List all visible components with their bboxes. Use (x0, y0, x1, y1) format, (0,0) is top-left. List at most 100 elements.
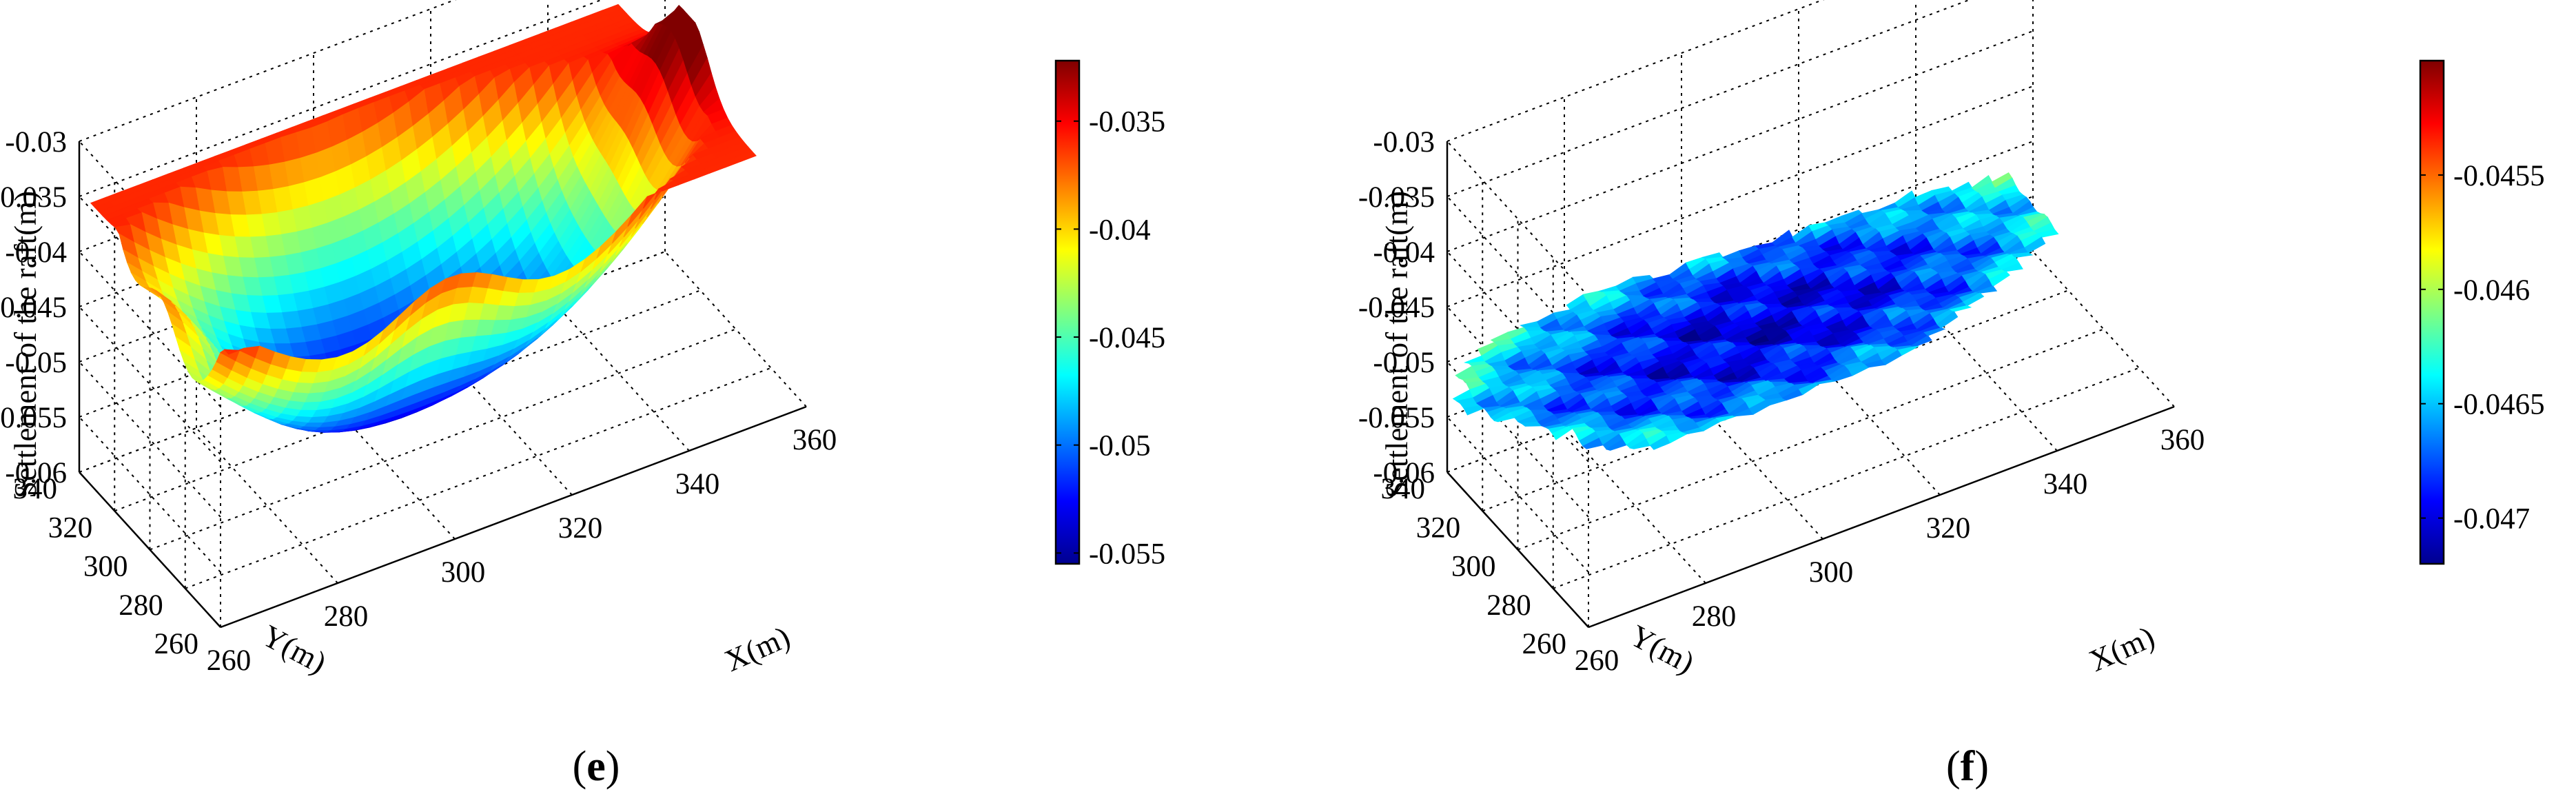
z-tick-label: -0.035 (1358, 181, 1435, 214)
colorbar-gradient (1054, 59, 1081, 565)
back-wall-grid-line (1447, 0, 1825, 142)
side-wall-grid-line (79, 416, 221, 573)
z-tick-label: -0.04 (1373, 236, 1435, 269)
surface-patch (1949, 305, 1972, 312)
x-tick-label: 280 (1692, 600, 1737, 633)
side-wall-grid-line (79, 306, 221, 463)
y-axis-line (79, 471, 221, 628)
side-wall-grid-line (1447, 416, 1589, 573)
z-tick-label: -0.06 (1373, 457, 1435, 489)
surface-patch (2001, 263, 2023, 272)
floor-grid-line (2032, 251, 2175, 407)
side-wall-grid-line (79, 361, 221, 518)
colorbar-tick-label: -0.04 (1089, 214, 1151, 246)
y-axis-line (1447, 471, 1589, 628)
surface-patch (2037, 229, 2059, 238)
panel-f-surface (1452, 172, 2059, 451)
panel-f-y-axis-label: Y(m) (1624, 618, 1700, 680)
panel-e-x-axis-label: X(m) (719, 620, 795, 678)
x-tick-label: 360 (793, 424, 837, 456)
colorbar-tick-label: -0.045 (1089, 322, 1165, 354)
panel-f-x-axis-label: X(m) (2084, 620, 2159, 678)
surface-patch (2024, 236, 2046, 254)
x-tick-label: 340 (2043, 468, 2088, 500)
colorbar-tick-label: -0.046 (2453, 274, 2530, 307)
panel-e-y-axis-label: Y(m) (256, 618, 332, 680)
back-wall-grid-line (79, 0, 603, 197)
panel-e-chart: -0.03 -0.035 -0.04 -0.045 -0.05 -0.055 -0.06 26… (0, 0, 1165, 790)
floor-grid-line (150, 328, 736, 551)
surface-patch (1923, 327, 1946, 336)
panel-f-chart: -0.03 -0.035 -0.04 -0.045 -0.05 -0.055 -0.06 26… (1358, 0, 2545, 790)
z-tick-label: -0.045 (0, 292, 67, 324)
z-tick-label: -0.055 (0, 402, 67, 434)
panel-e-z-axis-label: Settlement of the raft(m) (8, 191, 43, 498)
z-tick-label: -0.04 (5, 236, 67, 269)
surface-patch (735, 150, 757, 163)
panel-e-caption: (e) (573, 743, 620, 790)
floor-grid-line (1553, 367, 2140, 589)
floor-grid-line (547, 295, 690, 451)
panel-e-tick-labels: -0.03 -0.035 -0.04 -0.045 -0.05 -0.055 -0.06 26… (0, 126, 837, 677)
x-tick-label: 260 (1575, 644, 1619, 677)
y-tick-label: 320 (48, 511, 93, 544)
side-wall-grid-line (79, 196, 221, 352)
colorbar-tick-label: -0.035 (1089, 106, 1165, 139)
side-wall-grid-line (1447, 196, 1589, 352)
z-tick-label: -0.03 (5, 126, 67, 159)
x-tick-label: 280 (324, 600, 369, 633)
z-tick-label: -0.06 (5, 457, 67, 489)
panel-f-z-axis-label: Settlement of the raft(m) (1380, 191, 1414, 498)
colorbar-gradient (2419, 59, 2445, 565)
floor-grid-line (1517, 328, 2104, 551)
panel-f-tick-labels: -0.03 -0.035 -0.04 -0.045 -0.05 -0.055 -0.06 26… (1358, 126, 2205, 677)
y-tick-label: 340 (13, 473, 58, 505)
x-axis-line (1588, 405, 2175, 629)
x-tick-label: 320 (1926, 512, 1971, 545)
y-tick-label: 300 (83, 551, 128, 583)
back-wall-grid-line (79, 0, 457, 142)
y-tick-label: 280 (119, 589, 163, 622)
y-tick-label: 300 (1451, 551, 1496, 583)
surface-patch (1910, 335, 1932, 347)
z-tick-label: -0.035 (0, 181, 67, 214)
side-wall-grid-line (79, 251, 221, 407)
colorbar-tick-label: -0.055 (1089, 538, 1165, 570)
back-wall-grid-line (1447, 85, 2034, 307)
side-wall-grid-line (1447, 251, 1589, 407)
x-tick-label: 340 (675, 468, 720, 500)
floor-grid-line (1564, 427, 1706, 584)
y-tick-label: 260 (154, 628, 199, 660)
surface-patch (1974, 285, 1998, 294)
x-axis-line (220, 405, 807, 629)
back-wall-grid-line (1447, 0, 1971, 197)
surface-patch (1936, 311, 1959, 329)
surface-patch (1989, 270, 2010, 287)
y-tick-label: 280 (1486, 589, 1531, 622)
side-wall-grid-line (1447, 141, 1589, 297)
colorbar-tick-label: -0.0455 (2453, 160, 2545, 192)
z-tick-label: -0.05 (5, 347, 67, 379)
z-tick-label: -0.03 (1373, 126, 1435, 159)
side-wall-grid-line (1447, 306, 1589, 463)
panel-e-colorbar: -0.035 -0.04 -0.045 -0.05 -0.055 (1054, 59, 1165, 570)
x-tick-label: 260 (207, 644, 252, 677)
colorbar-tick-label: -0.047 (2453, 503, 2530, 536)
y-tick-label: 260 (1522, 628, 1567, 660)
z-tick-label: -0.05 (1373, 347, 1435, 379)
surface-patch (1963, 292, 1985, 307)
back-wall-grid-line (1447, 30, 2034, 252)
colorbar-tick-label: -0.0465 (2453, 389, 2545, 421)
surface-patch (2011, 252, 2034, 258)
floor-grid-line (664, 251, 807, 407)
z-tick-label: -0.055 (1358, 402, 1435, 434)
floor-grid-line (185, 367, 772, 589)
side-wall-grid-line (79, 141, 221, 297)
x-tick-label: 360 (2160, 424, 2205, 456)
panel-f-caption: (f) (1946, 743, 1989, 790)
x-tick-label: 300 (1809, 556, 1854, 589)
x-tick-label: 300 (441, 556, 486, 589)
z-tick-label: -0.045 (1358, 292, 1435, 324)
floor-grid-line (196, 427, 338, 584)
